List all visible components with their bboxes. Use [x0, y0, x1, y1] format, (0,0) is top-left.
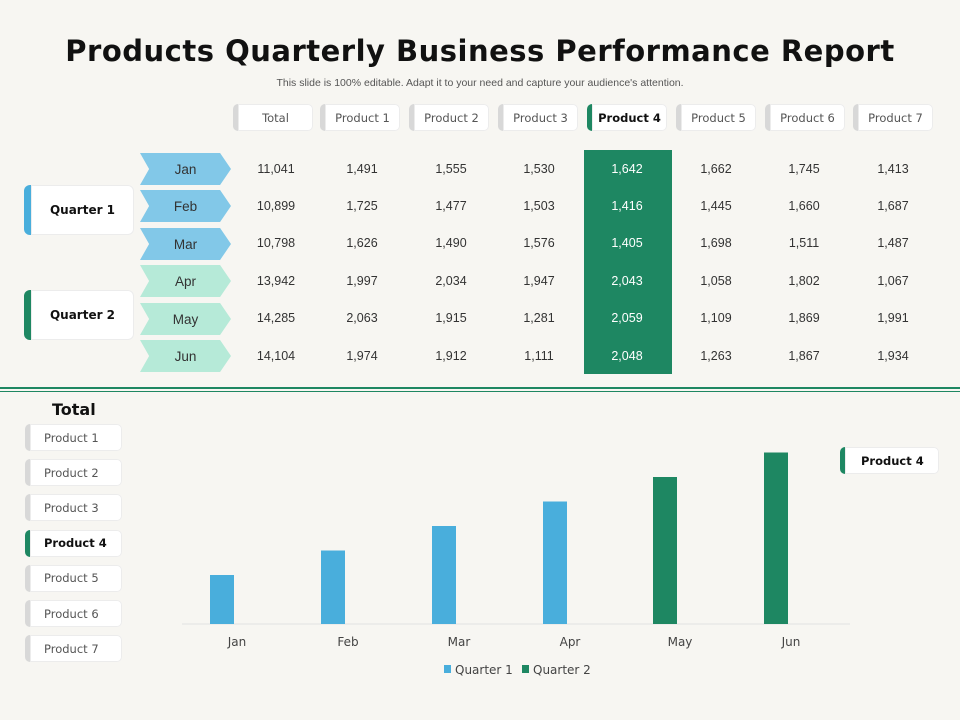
table-cell: 1,067 [877, 274, 909, 288]
side-tab-product-6[interactable]: Product 6 [25, 600, 122, 627]
side-tab-product-2[interactable]: Product 2 [25, 459, 122, 487]
table-cell: 1,698 [700, 236, 732, 250]
table-cell: 1,416 [611, 199, 643, 213]
column-header-total[interactable]: Total [233, 104, 313, 131]
table-cell: 10,899 [256, 199, 296, 213]
section-divider-thin [0, 391, 960, 392]
column-header-product-5[interactable]: Product 5 [676, 104, 756, 131]
month-mar: Mar [140, 228, 231, 260]
column-header-product-4[interactable]: Product 4 [587, 104, 667, 131]
table-cell: 1,934 [877, 349, 909, 363]
table-cell: 1,490 [435, 236, 467, 250]
table-cell: 13,942 [256, 274, 296, 288]
table-cell: 1,687 [877, 199, 909, 213]
table-cell: 2,043 [611, 274, 643, 288]
table-cell: 1,997 [346, 274, 378, 288]
table-cell: 1,745 [788, 162, 820, 176]
legend-swatch-quarter-1 [444, 665, 451, 673]
table-cell: 1,576 [523, 236, 555, 250]
table-cell: 2,063 [346, 311, 378, 325]
table-cell: 1,662 [700, 162, 732, 176]
x-tick-label: Feb [337, 635, 358, 649]
table-cell: 1,503 [523, 199, 555, 213]
table-cell: 1,642 [611, 162, 643, 176]
bar-jan [210, 575, 234, 624]
table-cell: 2,048 [611, 349, 643, 363]
table-cell: 1,109 [700, 311, 732, 325]
legend-label-quarter-2: Quarter 2 [533, 663, 591, 677]
table-cell: 1,263 [700, 349, 732, 363]
side-tab-product-5[interactable]: Product 5 [25, 564, 122, 592]
table-cell: 1,281 [523, 311, 555, 325]
table-cell: 1,991 [877, 311, 909, 325]
bar-jun [764, 452, 788, 624]
bar-feb [321, 550, 345, 624]
total-heading: Total [52, 400, 96, 419]
quarter-1-label: Quarter 1 [24, 185, 134, 235]
table-cell: 1,058 [700, 274, 732, 288]
table-cell: 11,041 [257, 162, 295, 176]
selected-product-tag: Product 4 [840, 447, 939, 474]
table-cell: 1,947 [523, 274, 555, 288]
table-cell: 1,915 [435, 311, 467, 325]
month-feb: Feb [140, 190, 231, 222]
x-tick-label: May [668, 635, 693, 649]
side-tab-product-3[interactable]: Product 3 [25, 494, 122, 522]
table-cell: 1,974 [346, 349, 378, 363]
product-4-highlight-column [584, 150, 672, 374]
legend-label-quarter-1: Quarter 1 [455, 663, 513, 677]
table-cell: 1,912 [435, 349, 467, 363]
column-header-product-2[interactable]: Product 2 [409, 104, 489, 131]
table-cell: 10,798 [256, 236, 296, 250]
table-cell: 1,626 [346, 236, 378, 250]
side-tab-product-1[interactable]: Product 1 [25, 424, 122, 451]
column-header-product-3[interactable]: Product 3 [498, 104, 578, 131]
month-apr: Apr [140, 265, 231, 297]
table-cell: 14,285 [256, 311, 296, 325]
table-cell: 1,867 [788, 349, 820, 363]
month-jun: Jun [140, 340, 231, 372]
table-cell: 1,511 [788, 236, 820, 250]
table-cell: 2,059 [611, 311, 643, 325]
side-tab-product-4[interactable]: Product 4 [25, 529, 122, 557]
bar-mar [432, 526, 456, 624]
quarter-2-label: Quarter 2 [24, 290, 134, 340]
table-cell: 1,413 [877, 162, 909, 176]
side-tab-product-7[interactable]: Product 7 [25, 635, 122, 663]
table-cell: 2,034 [435, 274, 467, 288]
table-cell: 1,487 [877, 236, 909, 250]
column-header-product-7[interactable]: Product 7 [853, 104, 933, 131]
table-cell: 1,869 [788, 311, 820, 325]
table-cell: 1,477 [435, 199, 467, 213]
table-cell: 1,802 [788, 274, 820, 288]
page-title: Products Quarterly Business Performance … [65, 34, 895, 68]
table-cell: 1,405 [611, 236, 643, 250]
bar-apr [543, 501, 567, 624]
column-header-product-1[interactable]: Product 1 [320, 104, 400, 131]
bar-may [653, 477, 677, 624]
x-tick-label: Jan [227, 635, 247, 649]
month-jan: Jan [140, 153, 231, 185]
month-may: May [140, 303, 231, 335]
table-cell: 1,491 [346, 162, 378, 176]
x-tick-label: Jun [781, 635, 801, 649]
column-header-product-6[interactable]: Product 6 [765, 104, 845, 131]
table-cell: 1,660 [788, 199, 820, 213]
x-tick-label: Apr [560, 635, 581, 649]
table-cell: 1,111 [524, 349, 554, 363]
table-cell: 14,104 [256, 349, 296, 363]
page-subtitle: This slide is 100% editable. Adapt it to… [276, 77, 684, 89]
table-cell: 1,725 [346, 199, 378, 213]
x-tick-label: Mar [448, 635, 471, 649]
table-cell: 1,445 [700, 199, 732, 213]
section-divider [0, 387, 960, 389]
table-cell: 1,530 [523, 162, 555, 176]
legend-swatch-quarter-2 [522, 665, 529, 673]
table-cell: 1,555 [435, 162, 467, 176]
